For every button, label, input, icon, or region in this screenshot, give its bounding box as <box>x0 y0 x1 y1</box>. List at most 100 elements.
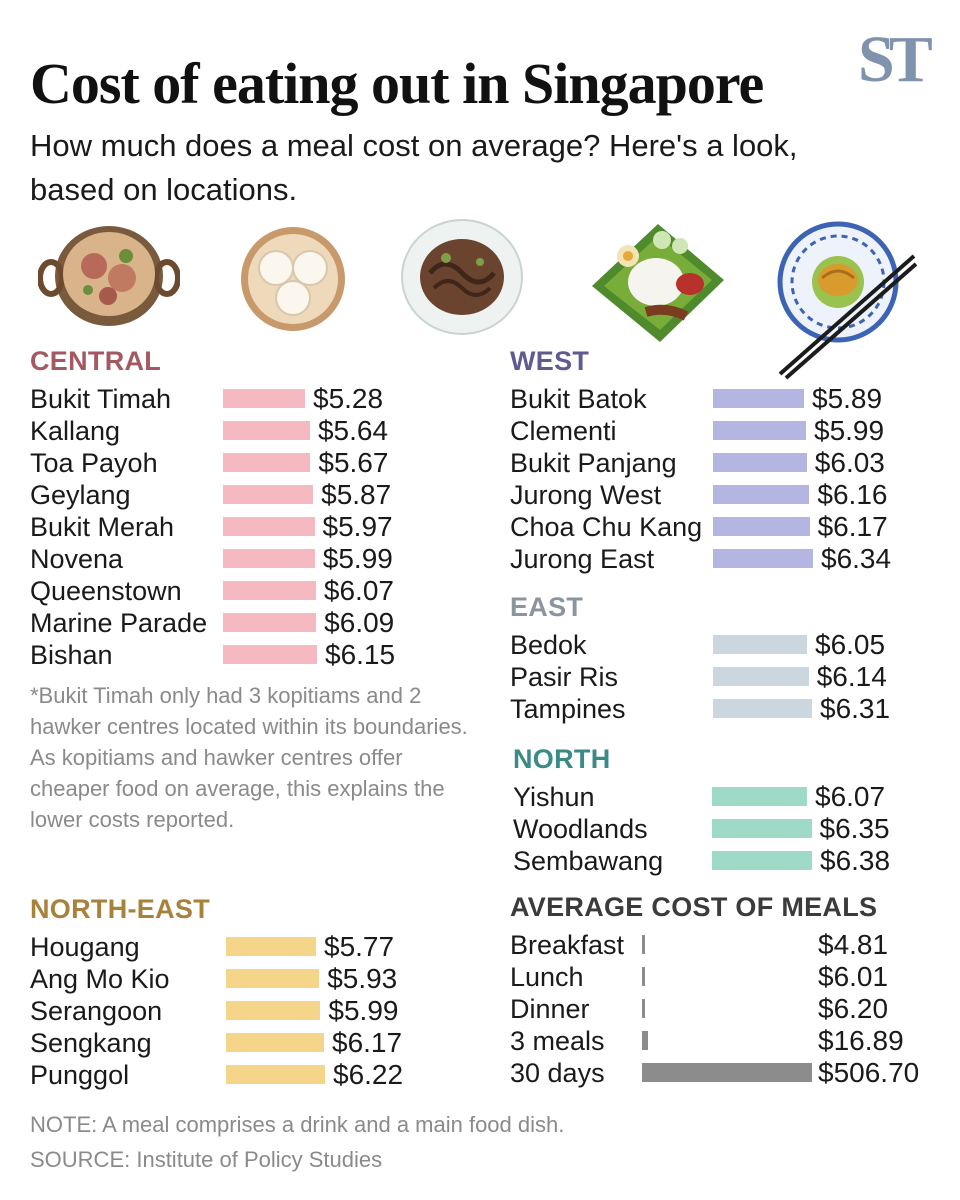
category-label: Punggol <box>30 1060 130 1090</box>
category-label: Kallang <box>30 416 121 446</box>
bar-toa-payoh <box>223 453 311 472</box>
bar-row-kallang: Kallang $5.64 <box>30 415 490 447</box>
value-label: $6.17 <box>332 1027 403 1058</box>
bar-serangoon <box>226 1001 321 1020</box>
bar-row-sembawang: Sembawang $6.38 <box>513 845 960 877</box>
category-label: Bukit Panjang <box>510 448 677 478</box>
bar-bukit-batok <box>713 389 804 408</box>
bar-row-serangoon: Serangoon $5.99 <box>30 995 490 1027</box>
category-label: Serangoon <box>30 996 163 1026</box>
region-title-average-cost-of-meals: AVERAGE COST OF MEALS <box>510 892 878 922</box>
category-label: Lunch <box>510 962 584 992</box>
value-label: $4.81 <box>818 929 889 960</box>
region-title-west: WEST <box>510 346 590 376</box>
bar-row-3-meals: 3 meals $16.89 <box>510 1025 960 1057</box>
bar-row-tampines: Tampines $6.31 <box>510 693 960 725</box>
source-text: SOURCE: Institute of Policy Studies <box>30 1147 383 1172</box>
bar-sembawang <box>712 851 812 870</box>
category-label: Breakfast <box>510 930 625 960</box>
category-label: Jurong West <box>510 480 662 510</box>
bar-row-marine-parade: Marine Parade $6.09 <box>30 607 490 639</box>
value-label: $5.87 <box>321 479 392 510</box>
category-label: Toa Payoh <box>30 448 158 478</box>
region-title-north-east: NORTH-EAST <box>30 894 210 924</box>
category-label: Sembawang <box>513 846 664 876</box>
bar-tampines <box>713 699 812 718</box>
nasi-lemak-icon <box>592 224 724 342</box>
bar-row-woodlands: Woodlands $6.35 <box>513 813 960 845</box>
bar-kallang <box>223 421 310 440</box>
category-label: Choa Chu Kang <box>510 512 703 542</box>
value-label: $6.35 <box>819 813 890 844</box>
bar-row-hougang: Hougang $5.77 <box>30 931 490 963</box>
bar-row-bukit-batok: Bukit Batok $5.89 <box>510 383 960 415</box>
bar-row-ang-mo-kio: Ang Mo Kio $5.93 <box>30 963 490 995</box>
bar-bukit-panjang <box>713 453 807 472</box>
category-label: Woodlands <box>513 814 648 844</box>
category-label: Marine Parade <box>30 608 208 638</box>
category-label: Jurong East <box>510 544 655 574</box>
bar-row-geylang: Geylang $5.87 <box>30 479 490 511</box>
curry-pot-icon <box>38 226 180 326</box>
bar-breakfast <box>642 935 645 954</box>
category-label: Pasir Ris <box>510 662 619 692</box>
value-label: $6.31 <box>820 693 891 724</box>
value-label: $6.14 <box>816 661 887 692</box>
bar-marine-parade <box>223 613 317 632</box>
value-label: $6.07 <box>815 781 886 812</box>
category-label: Clementi <box>510 416 617 446</box>
bar-row-bukit-timah: Bukit Timah $5.28 <box>30 383 490 415</box>
value-label: $6.03 <box>814 447 885 478</box>
bar-3-meals <box>642 1031 648 1050</box>
bar-row-novena: Novena $5.99 <box>30 543 490 575</box>
region-title-east: EAST <box>510 592 584 622</box>
category-label: 3 meals <box>510 1026 605 1056</box>
bar-queenstown <box>223 581 316 600</box>
value-label: $6.05 <box>815 629 886 660</box>
category-label: Hougang <box>30 932 140 962</box>
category-label: Yishun <box>513 782 595 812</box>
category-label: Bedok <box>510 630 587 660</box>
value-label: $5.64 <box>317 415 389 446</box>
value-label: $5.97 <box>322 511 393 542</box>
value-label: $6.07 <box>323 575 394 606</box>
page-title: Cost of eating out in Singapore <box>30 51 764 116</box>
category-label: Ang Mo Kio <box>30 964 170 994</box>
value-label: $5.99 <box>328 995 399 1026</box>
value-label: $6.34 <box>821 543 892 574</box>
page-subtitle: How much does a meal cost on average? He… <box>30 128 798 207</box>
st-logo: ST <box>858 23 933 96</box>
bar-novena <box>223 549 315 568</box>
note-text: NOTE: A meal comprises a drink and a mai… <box>30 1112 565 1137</box>
bar-geylang <box>223 485 314 504</box>
value-label: $6.22 <box>333 1059 404 1090</box>
category-label: Novena <box>30 544 124 574</box>
bar-pasir-ris <box>713 667 809 686</box>
bar-row-bukit-merah: Bukit Merah $5.97 <box>30 511 490 543</box>
value-label: $6.09 <box>324 607 395 638</box>
value-label: $5.99 <box>814 415 885 446</box>
value-label: $5.77 <box>324 931 395 962</box>
bar-bishan <box>223 645 317 664</box>
category-label: Sengkang <box>30 1028 152 1058</box>
value-label: $6.17 <box>817 511 888 542</box>
value-label: $5.89 <box>812 383 883 414</box>
curry-puff-plate-icon <box>777 221 918 380</box>
bar-row-dinner: Dinner $6.20 <box>510 993 960 1025</box>
bar-woodlands <box>712 819 812 838</box>
category-label: Tampines <box>510 694 626 724</box>
bar-jurong-east <box>713 549 813 568</box>
noodle-plate-icon <box>401 219 523 335</box>
bar-row-choa-chu-kang: Choa Chu Kang $6.17 <box>510 511 960 543</box>
value-label: $5.28 <box>313 383 384 414</box>
bar-bukit-timah <box>223 389 305 408</box>
bar-row-30-days: 30 days $506.70 <box>510 1057 960 1089</box>
bar-jurong-west <box>713 485 810 504</box>
category-label: Geylang <box>30 480 131 510</box>
bar-row-jurong-east: Jurong East $6.34 <box>510 543 960 575</box>
bar-row-sengkang: Sengkang $6.17 <box>30 1027 490 1059</box>
bar-clementi <box>713 421 806 440</box>
bar-row-bishan: Bishan $6.15 <box>30 639 490 671</box>
value-label: $6.15 <box>325 639 396 670</box>
category-label: Bukit Batok <box>510 384 647 414</box>
